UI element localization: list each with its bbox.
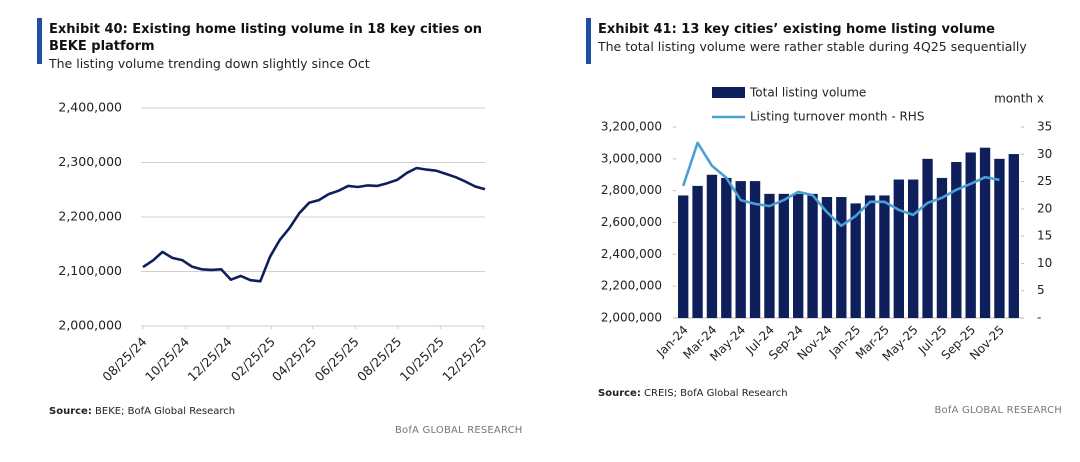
title-accent [586,18,591,64]
legend-label: Total listing volume [749,86,866,100]
y-tick-label: 2,600,000 [601,215,662,229]
x-tick-label: 12/25/25 [439,334,489,384]
source-label: Source: [598,388,641,399]
bar [749,181,761,318]
x-tick-label: 08/25/25 [354,334,404,384]
bar [793,193,804,318]
y2-tick-label: 20 [1037,201,1052,215]
bar [965,152,976,318]
footer: BofA GLOBAL RESEARCH [395,425,523,436]
bar [778,193,789,318]
y2-tick-label: 30 [1037,147,1052,161]
bar [807,193,818,318]
bar [706,174,718,318]
y-tick-label: 2,800,000 [601,183,662,197]
x-tick-label: 10/25/24 [142,334,192,384]
source-text: BEKE; BofA Global Research [95,406,236,417]
y-tick-label: 2,200,000 [58,209,122,224]
bar [678,195,689,318]
y2-tick-label: 15 [1037,229,1052,243]
y-tick-label: 3,000,000 [601,151,662,165]
bar [936,177,948,318]
source-text: CREIS; BofA Global Research [644,388,788,399]
bar [979,147,991,318]
y2-tick-label: 5 [1037,283,1045,297]
source: Source: CREIS; BofA Global Research [598,388,788,399]
header: Exhibit 40: Existing home listing volume… [49,21,489,72]
chart-title: Exhibit 41: 13 key cities’ existing home… [598,22,995,37]
x-tick-label: 02/25/25 [228,334,278,384]
x-tick-label: 04/25/25 [269,334,319,384]
bar [908,179,919,318]
y2-tick-label: - [1037,311,1041,325]
x-tick-label: 10/25/25 [397,334,447,384]
y-tick-label: 2,300,000 [58,154,122,169]
header: Exhibit 41: 13 key cities’ existing home… [598,21,1068,55]
y2-tick-label: 25 [1037,174,1052,188]
source-label: Source: [49,406,92,417]
chart-subtitle: The listing volume trending down slightl… [49,56,370,71]
footer: BofA GLOBAL RESEARCH [934,405,1062,416]
data-line [142,166,486,283]
bar [994,158,1005,318]
bar [879,195,890,318]
bar [836,197,847,318]
chart-subtitle: The total listing volume were rather sta… [598,39,1027,54]
bar [1008,154,1019,318]
y-tick-label: 2,000,000 [58,318,122,333]
x-tick-label: 06/25/25 [311,334,361,384]
bar [864,195,876,318]
y2-tick-label: 35 [1037,120,1052,134]
bar [692,185,703,318]
y-tick-label: 2,000,000 [601,311,662,325]
y-tick-label: 2,200,000 [601,279,662,293]
legend-swatch [712,87,745,98]
bar [735,181,746,318]
bar [922,158,933,318]
y2-tick-label: 10 [1037,256,1052,270]
source: Source: BEKE; BofA Global Research [49,406,235,417]
y-tick-label: 2,100,000 [58,263,122,278]
x-tick-label: 08/25/24 [99,334,149,384]
bar [951,162,962,318]
bar [821,197,833,318]
title-accent [37,18,42,64]
bar [850,203,861,318]
chart-title: Exhibit 40: Existing home listing volume… [49,22,483,54]
bar [721,177,732,318]
legend-label: Listing turnover month - RHS [750,110,924,124]
bar [764,193,775,318]
y-tick-label: 3,200,000 [601,120,662,134]
y2-axis-label: month x [994,92,1044,106]
data-line [681,141,1000,228]
y-tick-label: 2,400,000 [58,100,122,115]
x-tick-label: 12/25/24 [184,334,234,384]
bar [893,179,904,318]
y-tick-label: 2,400,000 [601,247,662,261]
